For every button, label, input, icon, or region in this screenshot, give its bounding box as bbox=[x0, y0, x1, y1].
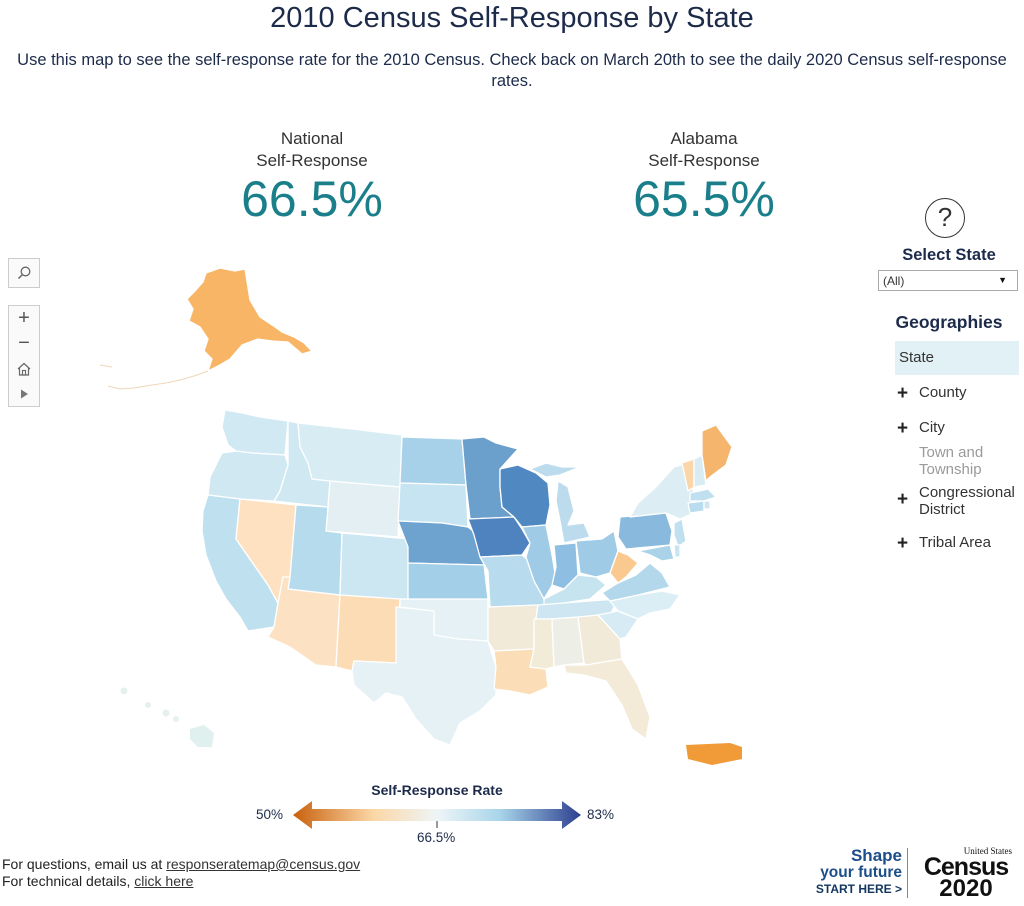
territory-puerto-rico[interactable] bbox=[686, 743, 742, 765]
hawaii-island-3 bbox=[162, 709, 170, 717]
geography-label-tribal-area: Tribal Area bbox=[919, 534, 991, 551]
state-colorado[interactable] bbox=[339, 532, 411, 602]
state-pennsylvania[interactable] bbox=[617, 512, 673, 550]
home-icon[interactable] bbox=[9, 356, 39, 381]
legend-gradient-bar bbox=[293, 801, 581, 829]
state-virginia[interactable] bbox=[601, 562, 671, 602]
zoom-in-icon[interactable]: + bbox=[18, 307, 30, 329]
state-texas[interactable] bbox=[351, 606, 497, 746]
state-arkansas[interactable] bbox=[487, 604, 539, 652]
dropdown-caret-icon: ▼ bbox=[998, 275, 1007, 285]
state-north-dakota[interactable] bbox=[399, 436, 467, 486]
footer-contact: For questions, email us at responseratem… bbox=[2, 856, 361, 872]
national-stat: National Self-Response 66.5% bbox=[192, 128, 432, 224]
select-state-dropdown[interactable]: (All) ▼ bbox=[878, 270, 1018, 291]
geography-option-state[interactable]: State bbox=[895, 341, 1019, 375]
footer: For questions, email us at responseratem… bbox=[2, 856, 360, 890]
geography-label-state: State bbox=[899, 349, 935, 366]
state-new-mexico[interactable] bbox=[335, 594, 401, 672]
expand-icon[interactable]: + bbox=[897, 383, 909, 404]
hawaii-island-1 bbox=[120, 687, 128, 695]
state-new-jersey[interactable] bbox=[673, 518, 687, 548]
state-hawaii[interactable] bbox=[190, 725, 214, 747]
legend-min-label: 50% bbox=[256, 807, 284, 822]
alaska-islands bbox=[99, 364, 209, 390]
page-title: 2010 Census Self-Response by State bbox=[270, 2, 754, 34]
state-mississippi[interactable] bbox=[529, 618, 555, 670]
state-massachusetts[interactable] bbox=[689, 488, 717, 502]
expand-icon[interactable]: + bbox=[897, 489, 909, 510]
state-west-virginia[interactable] bbox=[609, 550, 639, 584]
state-washington[interactable] bbox=[221, 409, 289, 456]
geography-label-city: City bbox=[919, 419, 945, 436]
self-response-map[interactable] bbox=[90, 255, 770, 775]
zoom-out-icon[interactable]: − bbox=[18, 332, 30, 354]
legend-mid-label: 66.5% bbox=[417, 830, 456, 845]
footer-technical: For technical details, click here bbox=[2, 873, 194, 889]
geography-label-congressional-district: Congressional District bbox=[919, 484, 1015, 518]
state-kansas[interactable] bbox=[407, 562, 489, 602]
selected-state-stat-label: Alabama Self-Response bbox=[648, 129, 760, 170]
state-florida[interactable] bbox=[563, 658, 651, 740]
hawaii-island-2 bbox=[145, 702, 151, 708]
geographies-title: Geographies bbox=[895, 312, 1003, 332]
select-state-label: Select State bbox=[902, 246, 996, 264]
state-wyoming[interactable] bbox=[325, 480, 401, 538]
census-2020-logo[interactable]: Shape your future START HERE > United St… bbox=[808, 846, 1018, 902]
geography-label-town-township: Town and Township bbox=[919, 444, 984, 478]
map-search-toolbar bbox=[8, 258, 40, 288]
state-michigan[interactable] bbox=[555, 480, 591, 544]
select-state-value: (All) bbox=[883, 274, 905, 288]
hawaii-island-4 bbox=[173, 716, 179, 722]
state-michigan-up[interactable] bbox=[529, 462, 581, 478]
search-icon[interactable] bbox=[9, 259, 39, 287]
shape-your-future-tagline: Shape your future START HERE > bbox=[815, 846, 902, 896]
census-wordmark: United States Census 2020 bbox=[923, 846, 1012, 902]
selected-state-stat-value: 65.5% bbox=[633, 171, 775, 227]
national-stat-label: National Self-Response bbox=[256, 129, 368, 170]
help-icon[interactable]: ? bbox=[925, 198, 965, 238]
technical-details-link[interactable]: click here bbox=[134, 873, 194, 889]
geography-label-county: County bbox=[919, 384, 967, 401]
legend-title: Self-Response Rate bbox=[371, 782, 503, 798]
state-montana[interactable] bbox=[297, 422, 403, 488]
page-subtitle: Use this map to see the self-response ra… bbox=[17, 51, 1007, 90]
state-maryland[interactable] bbox=[637, 544, 675, 562]
selected-state-stat: Alabama Self-Response 65.5% bbox=[584, 128, 824, 224]
state-delaware[interactable] bbox=[673, 544, 681, 558]
state-maine[interactable] bbox=[701, 424, 733, 482]
state-alabama[interactable] bbox=[551, 616, 585, 668]
expand-icon[interactable]: + bbox=[897, 533, 909, 554]
brand-divider bbox=[907, 848, 908, 898]
state-alaska[interactable] bbox=[186, 267, 313, 372]
legend-max-label: 83% bbox=[587, 807, 615, 822]
state-oregon[interactable] bbox=[207, 450, 289, 502]
state-south-dakota[interactable] bbox=[397, 482, 469, 528]
state-rhode-island[interactable] bbox=[703, 500, 711, 510]
expand-icon[interactable]: + bbox=[897, 418, 909, 439]
state-connecticut[interactable] bbox=[687, 500, 705, 514]
play-icon[interactable] bbox=[9, 381, 39, 406]
national-stat-value: 66.5% bbox=[241, 171, 383, 227]
map-zoom-toolbar: + − bbox=[8, 305, 40, 407]
state-south-carolina[interactable] bbox=[597, 610, 639, 640]
email-link[interactable]: responseratemap@census.gov bbox=[166, 856, 361, 872]
